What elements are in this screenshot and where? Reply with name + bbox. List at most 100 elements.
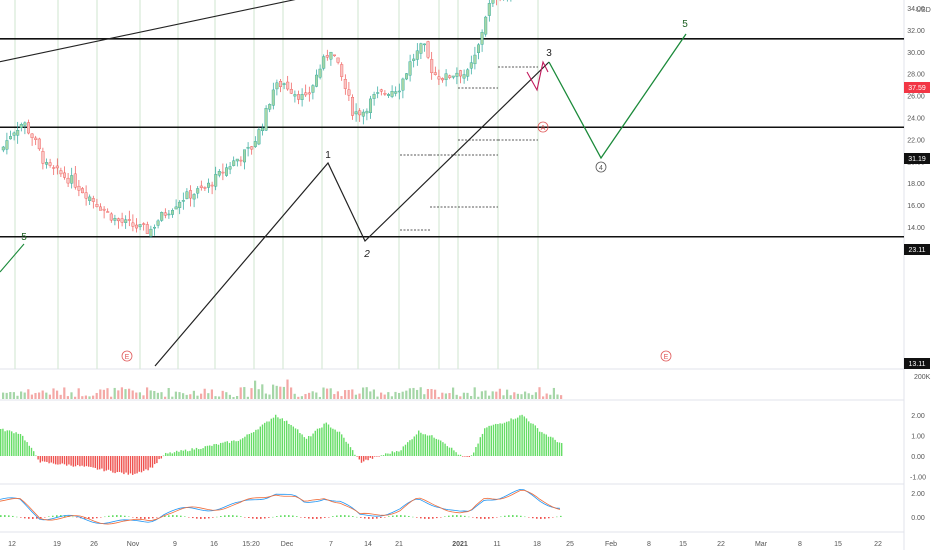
macd-bar: [525, 418, 528, 456]
volume-bar: [113, 387, 116, 399]
abc-correction-path: [526, 60, 549, 92]
osc-bar: [140, 517, 142, 519]
osc-bar: [436, 517, 438, 519]
macd-bar: [367, 456, 369, 461]
candle-body: [444, 73, 448, 80]
macd-bar: [44, 456, 46, 462]
osc-bar: [336, 515, 338, 517]
volume-bar: [542, 396, 545, 399]
osc-bar: [144, 517, 146, 519]
dashed-zones: [400, 66, 538, 231]
macd-bar: [327, 424, 330, 456]
candle-body: [455, 72, 459, 77]
volume-bar: [459, 396, 462, 399]
osc-bar: [44, 517, 46, 518]
macd-bar: [492, 424, 495, 456]
candle-body: [304, 92, 308, 96]
macd-bar: [558, 442, 561, 456]
macd-bar: [132, 456, 134, 475]
candle-body: [214, 174, 218, 187]
candle-body: [379, 89, 383, 92]
candle-body: [138, 224, 142, 228]
candle-body: [261, 127, 265, 132]
wave-drawings[interactable]: [0, 0, 796, 367]
last-price-label: 37.59: [908, 85, 926, 92]
macd-bar: [391, 451, 393, 456]
macd-bar: [226, 441, 228, 456]
volume-bar: [477, 396, 480, 399]
volume-bar: [102, 389, 105, 399]
time-tick: 8: [798, 541, 802, 548]
volume-bar: [560, 395, 563, 399]
volume-bar: [282, 386, 285, 399]
macd-bar: [235, 441, 237, 456]
candle-body: [8, 136, 12, 140]
osc-bar: [344, 515, 346, 517]
macd-bar: [484, 428, 486, 456]
macd-bar: [193, 449, 195, 456]
macd-bar: [257, 429, 259, 456]
macd-bar: [347, 443, 349, 456]
macd-bar: [541, 432, 543, 456]
candle-body: [279, 81, 283, 87]
candles: [1, 0, 512, 238]
macd-bar: [418, 430, 420, 456]
macd-bar: [398, 451, 400, 456]
volume-bar: [322, 387, 325, 399]
osc-bar: [112, 515, 114, 517]
volume-bar: [182, 393, 185, 399]
volume-bar: [470, 396, 473, 399]
volume-bar: [362, 387, 365, 399]
macd-bar: [83, 456, 85, 467]
macd-bar: [63, 456, 66, 465]
osc-tick: 2.00: [911, 491, 925, 498]
volume-bar: [318, 396, 321, 399]
macd-bar: [228, 442, 231, 456]
osc-bar: [12, 515, 14, 517]
time-tick: Dec: [281, 541, 294, 548]
volume-bar: [30, 394, 33, 399]
macd-bar: [187, 451, 189, 456]
macd-bar: [195, 447, 198, 456]
macd-bar: [440, 440, 442, 456]
candle-body: [98, 206, 102, 211]
candle-body: [347, 89, 351, 96]
macd-bar: [503, 422, 506, 456]
candle-body: [275, 82, 279, 90]
volume-bar: [160, 392, 163, 399]
osc-bar: [420, 517, 422, 519]
osc-bar: [192, 517, 194, 519]
circle-label-e-left-text: E: [125, 354, 130, 361]
volume-bar: [41, 390, 44, 399]
volume-bar: [59, 394, 62, 399]
macd-bar: [37, 456, 39, 460]
horizontal-levels[interactable]: [0, 0, 904, 238]
osc-bar: [236, 515, 238, 517]
circle-label-e-right-text: E: [664, 354, 669, 361]
macd-bar: [415, 434, 418, 456]
macd-bar: [517, 417, 519, 456]
time-tick: 25: [566, 541, 574, 548]
macd-bar: [61, 456, 63, 464]
macd-bar: [15, 432, 17, 456]
macd-bar: [426, 435, 429, 456]
wave-projection-path: [548, 33, 687, 160]
macd-bar: [0, 428, 2, 456]
candle-body: [325, 55, 329, 58]
macd-bar: [242, 438, 244, 456]
candle-body: [466, 69, 470, 77]
volume-bar: [95, 392, 98, 399]
macd-bar: [358, 456, 360, 460]
osc-bar: [400, 515, 402, 517]
time-tick: 8: [647, 541, 651, 548]
macd-bar: [385, 453, 387, 456]
osc-bar: [56, 515, 58, 517]
volume-bar: [491, 391, 494, 399]
volume-bar: [142, 395, 145, 399]
macd-bar: [501, 423, 503, 456]
candle-body: [23, 122, 27, 126]
macd-bar: [17, 433, 19, 456]
macd-bar: [550, 436, 552, 456]
osc-bar: [92, 517, 94, 519]
